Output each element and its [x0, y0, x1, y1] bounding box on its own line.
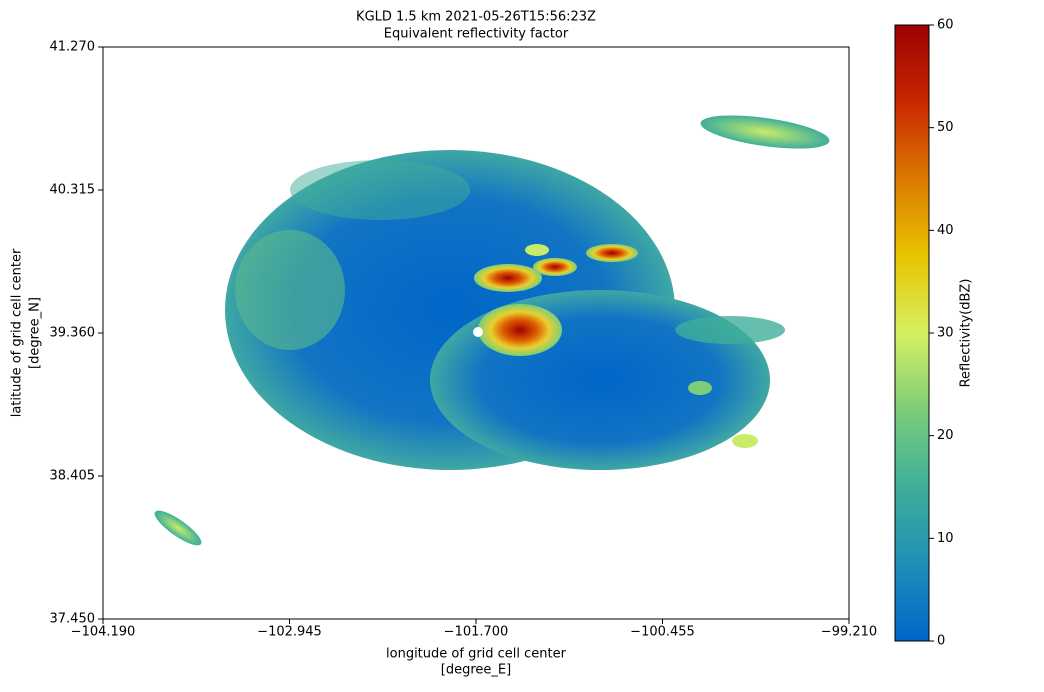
colorbar-tick-label: 20 [937, 428, 954, 443]
colorbar-tick-label: 0 [937, 634, 945, 649]
x-tick-label: −104.190 [71, 625, 136, 640]
y-tick-label: 39.360 [50, 326, 96, 341]
y-axis-label: [degree_N] [28, 297, 43, 369]
colorbar-tick-label: 10 [937, 531, 954, 546]
colorbar-tick-label: 60 [937, 18, 954, 33]
chart-title: KGLD 1.5 km 2021-05-26T15:56:23Z [356, 10, 596, 25]
x-tick-label: −102.945 [257, 625, 322, 640]
y-tick-label: 37.450 [50, 612, 96, 627]
colorbar-tick-label: 40 [937, 223, 954, 238]
colorbar-label: Reflectivity(dBZ) [959, 279, 974, 388]
chart-subtitle: Equivalent reflectivity factor [384, 27, 569, 42]
x-tick-label: −100.455 [630, 625, 695, 640]
y-tick-label: 40.315 [50, 183, 96, 198]
x-axis-label: longitude of grid cell center [386, 647, 567, 662]
x-axis-label: [degree_E] [441, 663, 511, 678]
colorbar [894, 24, 930, 642]
x-tick-label: −99.210 [821, 625, 877, 640]
x-tick-label: −101.700 [444, 625, 509, 640]
y-tick-label: 41.270 [50, 40, 96, 55]
colorbar-tick-label: 50 [937, 120, 954, 135]
y-tick-label: 38.405 [50, 469, 96, 484]
radar-echo [154, 115, 830, 546]
colorbar-tick-label: 30 [937, 326, 954, 341]
y-axis-label: latitude of grid cell center [10, 248, 25, 417]
